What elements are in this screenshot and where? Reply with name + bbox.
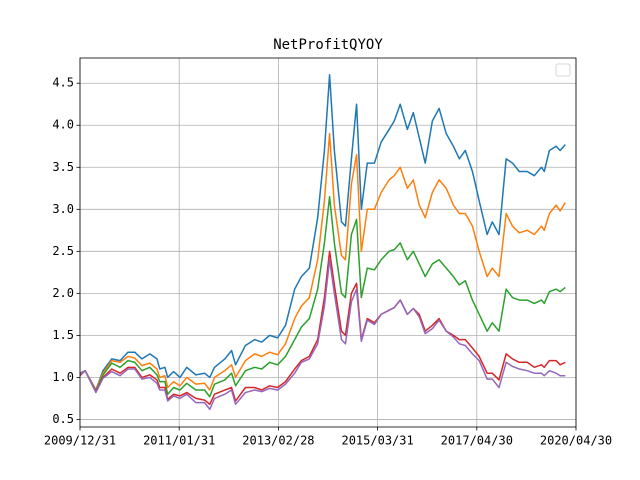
axes-frame <box>79 57 577 428</box>
series-line <box>79 74 566 391</box>
series-line <box>79 132 566 391</box>
x-tick-label: 2009/12/31 <box>44 434 116 448</box>
chart-title: NetProfitQYOY <box>273 37 383 53</box>
x-tick-label: 2017/04/30 <box>441 434 513 448</box>
y-tick-label: 4.5 <box>52 76 74 90</box>
legend <box>555 63 571 77</box>
y-tick-label: 0.5 <box>52 412 74 426</box>
series-line <box>79 258 566 411</box>
y-tick-label: 1.5 <box>52 328 74 342</box>
x-tick-label: 2015/03/31 <box>341 434 413 448</box>
y-tick-label: 4.0 <box>52 118 74 132</box>
x-tick-label: 2011/01/31 <box>143 434 215 448</box>
y-tick-label: 3.5 <box>52 160 74 174</box>
y-tick-label: 3.0 <box>52 202 74 216</box>
series-line <box>79 195 566 398</box>
y-tick-label: 2.5 <box>52 244 74 258</box>
x-tick-label: 2013/02/28 <box>242 434 314 448</box>
y-tick-label: 2.0 <box>52 286 74 300</box>
x-tick-label: 2020/04/30 <box>540 434 612 448</box>
y-tick-label: 1.0 <box>52 370 74 384</box>
